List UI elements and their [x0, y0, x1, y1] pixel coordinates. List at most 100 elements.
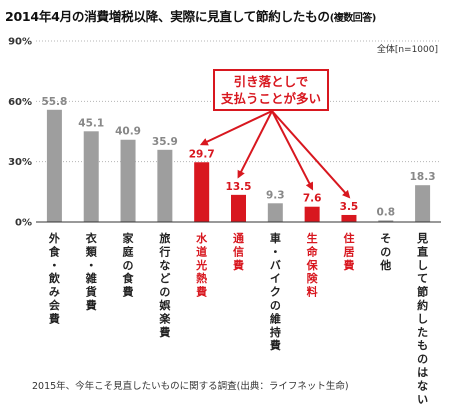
bar-value-label: 3.5: [340, 201, 359, 213]
category-label-char: た: [417, 326, 428, 339]
category-label-char: 楽: [158, 311, 171, 325]
chart-title-sub: (複数回答): [329, 13, 377, 24]
category-label-char: 他: [379, 258, 391, 272]
category-label-char: 費: [232, 258, 244, 272]
bar-value-label: 7.6: [303, 193, 322, 205]
category-label-char: 持: [270, 325, 281, 339]
bar: [194, 162, 210, 222]
category-label: 外食・飲み会費: [48, 231, 61, 325]
source-note: 2015年、今年こそ見直したいものに関する調査(出典：ライフネット生命): [32, 381, 349, 392]
category-label: 生命保険料: [306, 231, 319, 299]
chart-title: 2014年4月の消費増税以降、実際に見直して節約したもの(複数回答): [5, 6, 451, 25]
callout-arrow: [271, 110, 351, 199]
category-label-char: 庭: [123, 244, 134, 258]
category-label-char: 娯: [159, 298, 170, 312]
bars: [46, 109, 431, 222]
category-label-char: 水: [196, 231, 208, 245]
callout-arrow: [237, 110, 273, 179]
y-tick-label: 90%: [8, 37, 32, 48]
category-label-char: ク: [270, 286, 281, 299]
y-tick-label: 30%: [8, 157, 32, 168]
category-label-char: 道: [196, 244, 207, 258]
y-axis-ticks: 0% 30% 60% 90%: [8, 37, 32, 229]
category-label-char: 維: [270, 311, 281, 325]
category-label-char: な: [417, 379, 428, 392]
category-label: 家庭の食費: [122, 231, 135, 299]
category-label-char: 衣: [86, 231, 98, 245]
category-label-char: 車: [270, 231, 281, 245]
category-label-char: の: [380, 245, 391, 258]
category-label-char: は: [417, 366, 428, 379]
callout-arrow: [199, 110, 273, 146]
category-label-char: な: [159, 259, 170, 272]
bar: [267, 203, 283, 222]
category-label: 通信費: [232, 232, 244, 272]
callout-line-2: 支払うことが多い: [220, 91, 321, 106]
category-label-char: そ: [380, 232, 391, 245]
category-label-char: 費: [195, 285, 207, 299]
bar: [120, 139, 136, 222]
category-label-char: の: [417, 353, 428, 366]
category-label-char: 保: [306, 258, 319, 272]
category-label-char: 雑: [85, 271, 97, 285]
category-label-char: 旅: [159, 231, 170, 245]
category-label-char: ・: [270, 245, 281, 258]
category-label-char: 費: [122, 285, 134, 299]
bar: [341, 214, 357, 222]
bar: [231, 194, 246, 222]
category-label-char: 食: [49, 244, 61, 258]
category-label-char: 食: [123, 271, 135, 285]
category-label-char: 命: [306, 244, 319, 258]
category-label-char: ど: [159, 272, 170, 285]
category-label-char: 居: [343, 245, 354, 258]
category-label-char: し: [417, 312, 428, 325]
category-label-char: み: [49, 286, 60, 299]
category-label: 車・バイクの維持費: [269, 231, 281, 352]
category-label-char: 飲: [48, 271, 61, 285]
category-label-char: 貨: [86, 285, 97, 299]
y-tick-label: 0%: [15, 218, 32, 229]
category-label-char: も: [417, 339, 428, 352]
category-label-char: 信: [233, 244, 244, 258]
category-label-char: 熱: [196, 271, 207, 285]
bar-value-label: 29.7: [189, 148, 215, 160]
category-label-char: 料: [307, 285, 318, 299]
category-label-char: 費: [158, 325, 170, 339]
bar: [83, 131, 99, 222]
callout-box: 引き落としで 支払うことが多い: [213, 69, 329, 111]
category-label-char: 会: [49, 298, 61, 312]
bar-value-label: 40.9: [115, 126, 141, 138]
category-label-char: バ: [270, 259, 281, 272]
category-label-char: 類: [85, 244, 98, 258]
category-label-char: し: [417, 259, 428, 272]
bar: [157, 149, 173, 222]
category-label: 衣類・雑貨費: [85, 231, 98, 312]
category-label-char: 住: [343, 231, 354, 245]
category-label-char: 費: [342, 258, 354, 272]
bar-value-label: 18.3: [410, 171, 436, 183]
category-label: 見直して節約したものはない: [416, 232, 428, 404]
bar-value-label: 9.3: [266, 189, 285, 201]
category-label-char: 約: [417, 298, 428, 312]
chart-title-main: 2014年4月の消費増税以降、実際に見直して節約したもの: [5, 9, 330, 24]
category-label-char: 通: [233, 232, 244, 245]
category-label-char: 節: [417, 285, 428, 299]
callout-arrow: [271, 110, 314, 191]
category-label-char: 費: [85, 298, 97, 312]
category-label-char: 直: [417, 244, 428, 258]
bar-value-label: 55.8: [41, 96, 67, 108]
category-label-char: ・: [49, 259, 60, 272]
bar-value-label: 13.5: [226, 181, 252, 193]
category-label-char: の: [159, 286, 170, 299]
category-label-char: 外: [48, 231, 60, 245]
bar-value-label: 35.9: [152, 136, 178, 148]
category-label-char: イ: [270, 272, 281, 285]
category-labels: 外食・飲み会費衣類・雑貨費家庭の食費旅行などの娯楽費水道光熱費通信費車・バイクの…: [48, 231, 428, 404]
category-label: その他: [379, 232, 391, 272]
bar: [46, 109, 62, 222]
bar-value-label: 45.1: [78, 117, 104, 129]
bar-value-label: 0.8: [376, 206, 395, 218]
category-label-char: 費: [48, 311, 60, 325]
